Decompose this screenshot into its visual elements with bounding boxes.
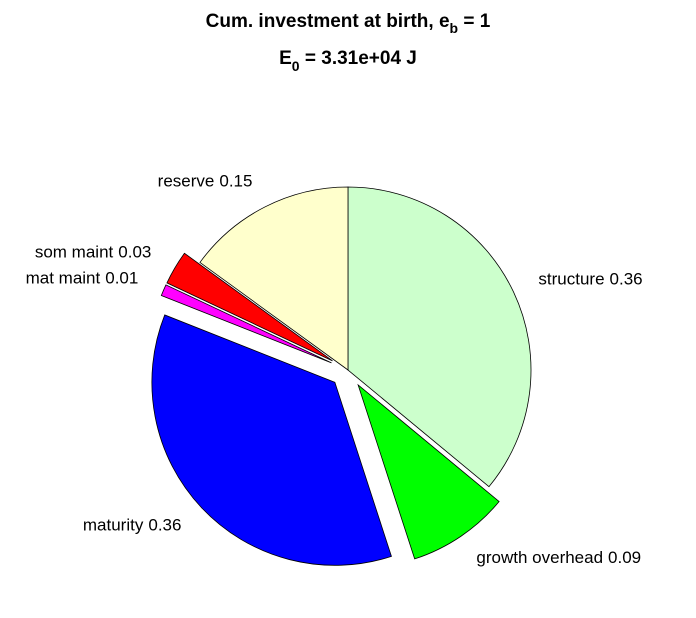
title-sub: b	[450, 20, 459, 36]
slice-label: growth overhead 0.09	[476, 548, 641, 567]
slice-label: som maint 0.03	[35, 243, 152, 262]
subtitle-sub: 0	[292, 58, 300, 74]
pie-slice	[347, 186, 532, 488]
title-text: Cum. investment at birth, e	[206, 11, 450, 32]
slice-label: reserve 0.15	[158, 172, 253, 191]
slice-value: 0.36	[610, 270, 643, 289]
slice-value: 0.01	[105, 269, 138, 288]
slice-label: structure 0.36	[538, 270, 642, 289]
subtitle-tail: = 3.31e+04 J	[300, 48, 417, 69]
pie-slice	[151, 314, 392, 566]
subtitle-text: E	[279, 48, 292, 69]
slice-value: 0.36	[148, 516, 181, 535]
pie-slice	[160, 284, 332, 364]
chart-subtitle: E0 = 3.31e+04 J	[279, 48, 417, 74]
slice-name: structure	[538, 270, 604, 289]
pie-slice	[199, 186, 349, 371]
chart-title: Cum. investment at birth, eb = 1	[206, 11, 491, 36]
slice-name: som maint	[35, 243, 114, 262]
slice-value: 0.09	[608, 548, 641, 567]
slice-name: maturity	[83, 516, 144, 535]
slice-value: 0.03	[118, 243, 151, 262]
slice-label: mat maint 0.01	[26, 269, 139, 288]
pie-slice	[166, 252, 333, 362]
slice-label: maturity 0.36	[83, 516, 182, 535]
title-tail: = 1	[458, 11, 491, 32]
slice-name: mat maint	[26, 269, 101, 288]
pie-slice	[357, 383, 500, 560]
slice-name: reserve	[158, 172, 215, 191]
slice-name: growth overhead	[476, 548, 603, 567]
slice-value: 0.15	[219, 172, 252, 191]
